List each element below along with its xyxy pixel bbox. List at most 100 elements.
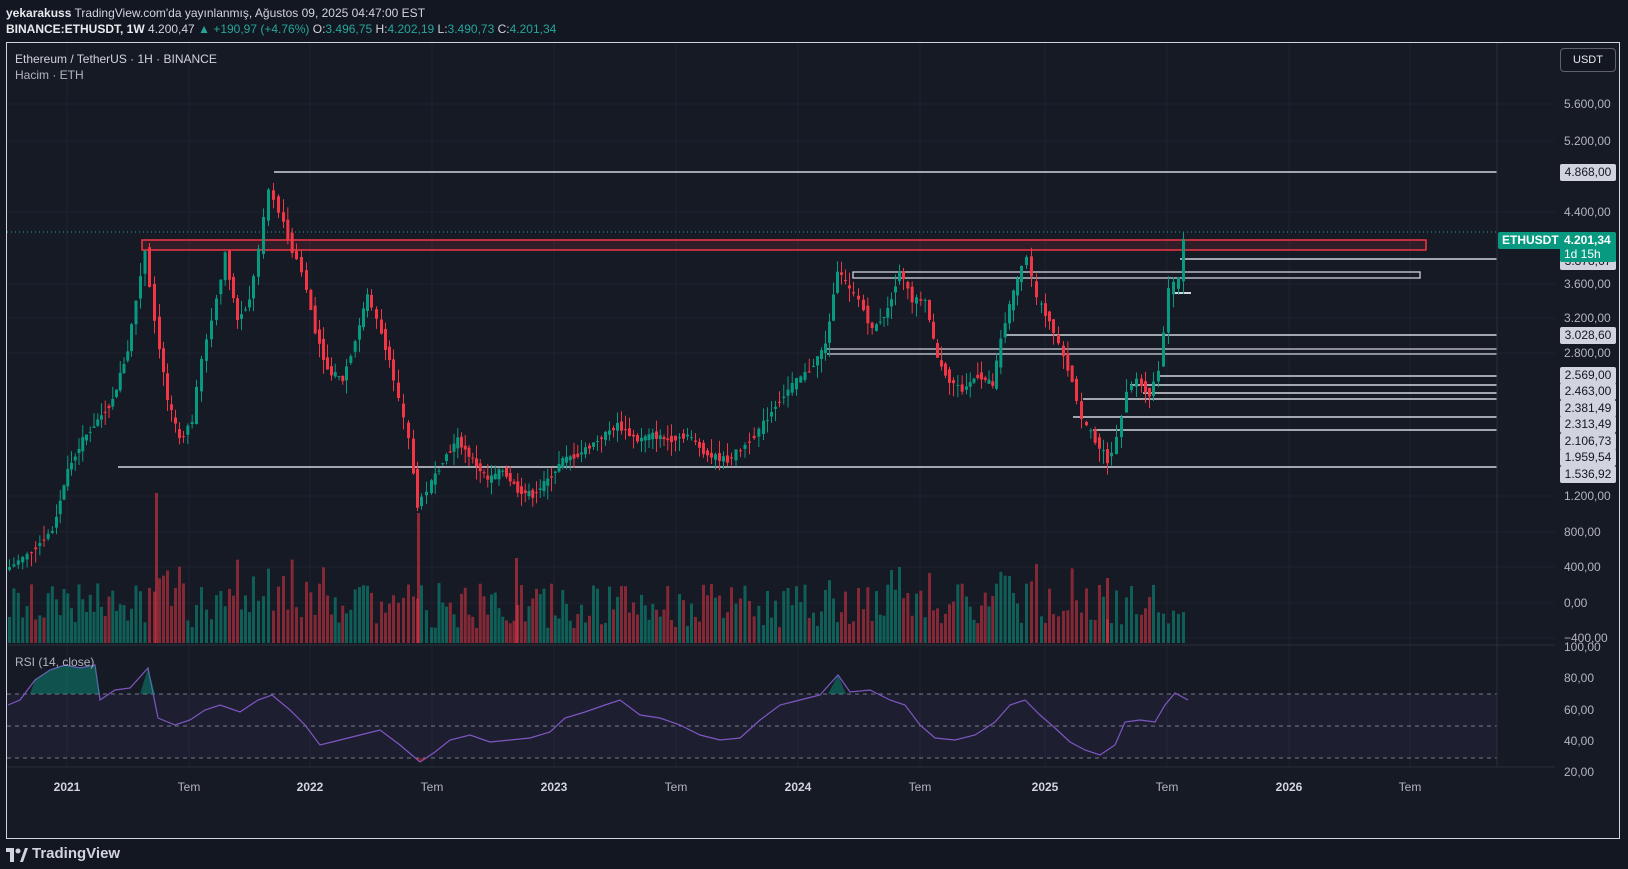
volume-bar — [828, 580, 831, 643]
volume-bar — [948, 604, 951, 643]
candle — [1177, 277, 1180, 289]
volume-bar — [1172, 610, 1175, 643]
candle — [632, 434, 635, 437]
volume-bar — [878, 614, 882, 643]
volume-bar — [1102, 596, 1105, 643]
price-axis-label: 800,00 — [1564, 525, 1601, 539]
volume-bar — [592, 585, 595, 643]
candle — [875, 324, 878, 331]
candle — [795, 378, 798, 390]
high-label: H: — [375, 22, 388, 36]
price-axis-label: 2.800,00 — [1564, 346, 1611, 360]
volume-bar — [115, 610, 118, 643]
currency-button[interactable]: USDT — [1560, 48, 1616, 72]
volume-bar — [215, 595, 218, 643]
volume-bar — [341, 605, 345, 643]
volume-bar — [380, 601, 383, 643]
price-level-tag: 1.536,92 — [1560, 466, 1616, 483]
candle — [42, 539, 46, 541]
candle — [1152, 381, 1155, 397]
candle — [1144, 381, 1147, 393]
price-level-tag: 4.868,00 — [1560, 164, 1616, 181]
price-level-tag: 2.313,49 — [1560, 416, 1616, 433]
volume-bar — [493, 592, 497, 643]
candle — [686, 434, 689, 437]
low-value: 3.490,73 — [447, 22, 495, 36]
volume-bar — [662, 609, 666, 643]
candle — [1106, 449, 1109, 464]
candle — [535, 492, 538, 494]
price-change: +190,97 (+4.76%) — [213, 22, 310, 36]
candle — [452, 443, 456, 452]
volume-bar — [910, 615, 914, 643]
candle — [628, 428, 631, 437]
candle — [305, 270, 308, 290]
volume-bar — [1070, 568, 1074, 643]
volume-bar — [375, 623, 378, 643]
candle — [965, 386, 968, 390]
candle — [139, 276, 142, 299]
candle — [682, 433, 685, 439]
publish-date: TradingView.com'da yayınlanmış, Ağustos … — [74, 6, 426, 20]
candle — [604, 431, 607, 440]
volume-bar — [155, 493, 158, 643]
rsi-axis-label: 80,00 — [1564, 671, 1595, 685]
volume-legend[interactable]: Hacim · ETH — [15, 68, 84, 82]
volume-bar — [337, 622, 341, 643]
candle — [906, 282, 910, 289]
candle — [286, 219, 290, 240]
candle — [550, 476, 553, 478]
candle — [666, 438, 670, 441]
volume-bar — [600, 624, 603, 643]
candle — [983, 377, 987, 380]
volume-bar — [608, 586, 611, 643]
volume-bar — [875, 591, 878, 643]
candle — [807, 371, 811, 373]
volume-bar — [694, 616, 697, 643]
rsi-legend[interactable]: RSI (14, close) — [15, 655, 95, 669]
volume-bar — [968, 606, 972, 643]
author-name[interactable]: yekarakuss — [6, 6, 72, 20]
volume-bar — [309, 592, 313, 643]
candle — [932, 321, 935, 339]
candle — [1075, 378, 1078, 401]
candle — [475, 458, 478, 467]
candle — [752, 435, 756, 439]
candle — [345, 366, 348, 381]
volume-bar — [1044, 623, 1047, 643]
candle — [928, 299, 931, 321]
price-axis-label: 4.400,00 — [1564, 205, 1611, 219]
volume-bar — [739, 598, 742, 643]
volume-bar — [890, 569, 893, 643]
candle — [407, 422, 410, 439]
time-axis-label: Tem — [1155, 780, 1179, 794]
volume-bar — [384, 612, 387, 643]
chart-frame[interactable] — [6, 42, 1620, 839]
candle — [158, 316, 161, 350]
candle — [782, 396, 786, 398]
candle — [596, 440, 599, 442]
candle — [739, 450, 742, 452]
candle — [508, 473, 512, 482]
volume-bar — [345, 613, 348, 643]
candle — [295, 251, 298, 260]
candle — [330, 366, 333, 376]
volume-bar — [1135, 614, 1138, 643]
volume-bar — [162, 575, 165, 643]
volume-bar — [130, 608, 133, 643]
volume-bar — [1144, 608, 1147, 643]
candle — [195, 386, 198, 425]
candle — [8, 567, 11, 570]
candle — [580, 452, 583, 455]
volume-bar — [770, 617, 773, 643]
volume-bar — [718, 595, 721, 643]
candle — [1035, 281, 1038, 298]
chart-title[interactable]: Ethereum / TetherUS · 1H · BINANCE — [15, 52, 217, 66]
volume-bar — [223, 606, 227, 643]
volume-bar — [318, 583, 321, 643]
candle — [670, 435, 673, 443]
volume-bar — [358, 587, 361, 643]
volume-bar — [886, 584, 890, 643]
candle — [300, 256, 303, 273]
